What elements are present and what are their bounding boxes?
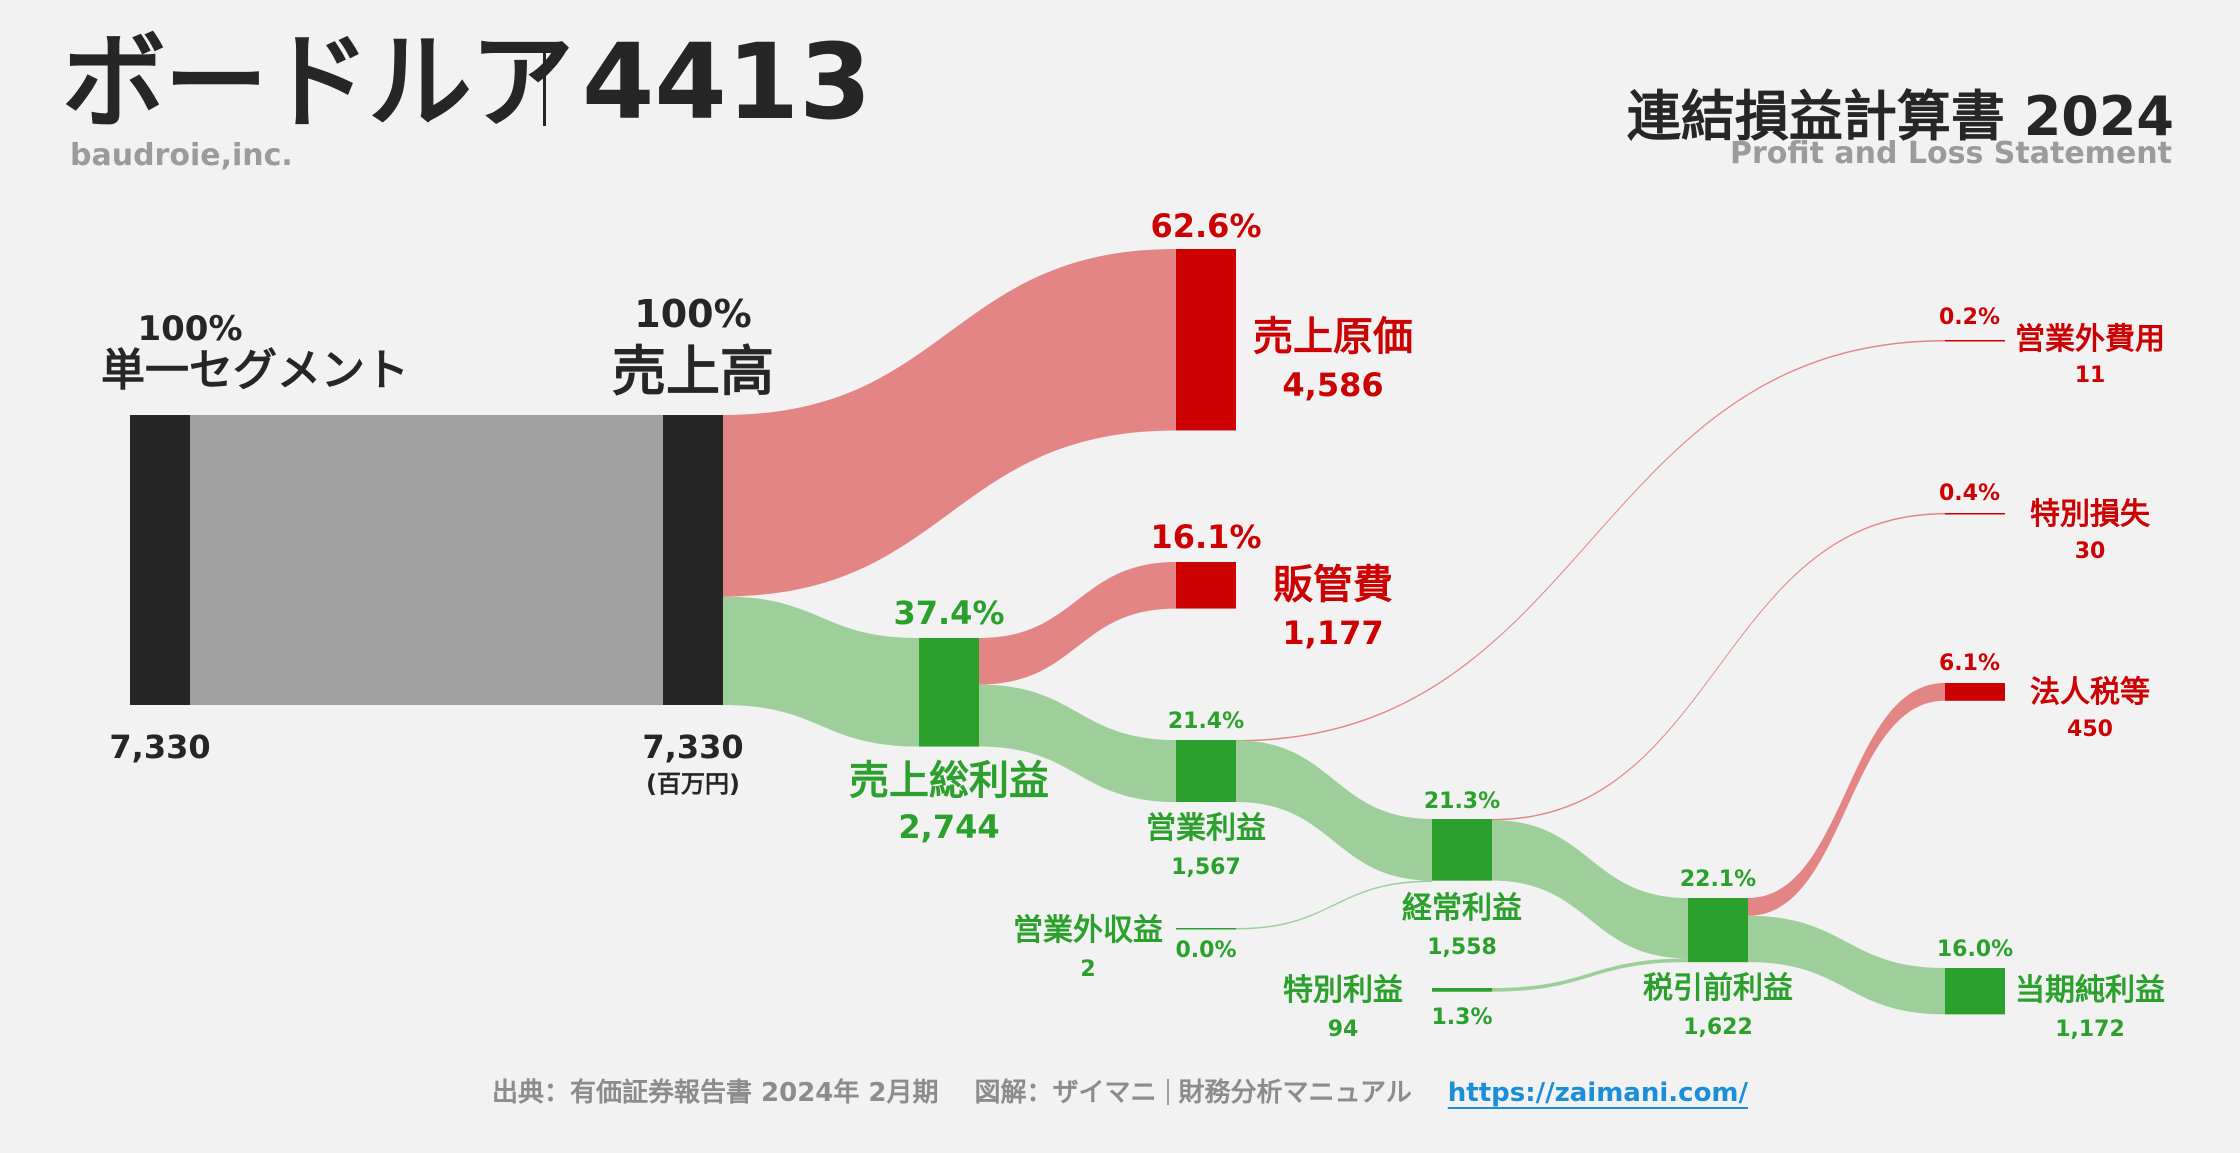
label-sga-pct: 16.1% [1150, 518, 1261, 556]
label-nonop_inc-pct: 0.0% [1175, 938, 1236, 963]
label-nonop_exp-value: 11 [2075, 363, 2106, 388]
label-special_loss-pct: 0.4% [1939, 481, 2000, 506]
node-pretax [1688, 898, 1748, 963]
node-special_loss [1945, 513, 2005, 515]
label-sga-name: 販管費 [1273, 562, 1393, 608]
label-net-value: 1,172 [2055, 1017, 2125, 1042]
flow-gross-operating [979, 684, 1176, 802]
label-tax-pct: 6.1% [1939, 651, 2000, 676]
node-ordinary [1432, 819, 1492, 881]
label-tax-value: 450 [2067, 717, 2113, 742]
flow-ordinary-special_loss [1492, 513, 1945, 821]
node-gross [919, 638, 979, 747]
ticker-code: 4413 [582, 21, 872, 143]
label-ordinary-pct: 21.3% [1424, 789, 1500, 814]
label-sga-value: 1,177 [1282, 614, 1383, 652]
label-nonop_inc-value: 2 [1080, 957, 1095, 982]
label-segment-value: 7,330 [109, 728, 210, 766]
label-net-pct: 16.0% [1937, 937, 2013, 962]
company-name: ボードルア [62, 21, 574, 143]
footer-link[interactable]: https://zaimani.com/ [1447, 1078, 1749, 1108]
flow-revenue-cogs [723, 249, 1176, 597]
node-operating [1176, 740, 1236, 802]
footer-credit: 図解：ザイマニ [974, 1078, 1157, 1108]
sankey-links [190, 249, 1945, 1015]
label-gross-name: 売上総利益 [849, 758, 1049, 804]
node-net [1945, 968, 2005, 1015]
label-cogs-value: 4,586 [1282, 366, 1383, 404]
flow-operating-ordinary [1236, 740, 1432, 881]
flow-gross-sga [979, 562, 1176, 685]
company-english-name: baudroie,inc. [70, 138, 293, 173]
label-tax-name: 法人税等 [2030, 675, 2150, 710]
flow-pretax-tax [1748, 683, 1945, 916]
label-nonop_exp-pct: 0.2% [1939, 305, 2000, 330]
footer-brand: 財務分析マニュアル [1178, 1078, 1412, 1108]
flow-operating-nonop_exp [1236, 340, 1945, 742]
label-special_loss-value: 30 [2075, 539, 2106, 564]
flow-special_gain-pretax [1492, 958, 1688, 992]
label-pretax-value: 1,622 [1683, 1015, 1753, 1040]
node-special_gain [1432, 988, 1492, 992]
flow-revenue-gross [723, 596, 919, 747]
label-operating-value: 1,567 [1171, 855, 1241, 880]
label-special_gain-name: 特別利益 [1283, 973, 1403, 1008]
node-cogs [1176, 249, 1236, 431]
label-revenue-value: 7,330 [642, 728, 743, 766]
label-segment-name: 単一セグメント [101, 345, 409, 396]
footer: 出典：有価証券報告書 2024年 2月期 図解：ザイマニ 財務分析マニュアル http… [0, 1072, 2240, 1109]
label-gross-value: 2,744 [898, 808, 999, 846]
node-revenue [663, 415, 723, 705]
label-special_loss-name: 特別損失 [2030, 497, 2151, 532]
label-nonop_inc-name: 営業外収益 [1013, 913, 1163, 948]
label-operating-pct: 21.4% [1168, 709, 1244, 734]
label-cogs-name: 売上原価 [1253, 314, 1413, 360]
label-nonop_exp-name: 営業外費用 [2015, 322, 2165, 357]
statement-subtitle: Profit and Loss Statement [1729, 136, 2172, 171]
label-special_gain-value: 94 [1328, 1017, 1359, 1042]
label-segment-pct: 100% [137, 309, 242, 349]
label-gross-pct: 37.4% [893, 594, 1004, 632]
label-operating-name: 営業利益 [1146, 811, 1266, 846]
sankey-labels: 100%単一セグメント7,330100%売上高7,33062.6%売上原価4,5… [101, 207, 2165, 1042]
label-pretax-name: 税引前利益 [1643, 971, 1793, 1006]
node-nonop_inc [1176, 928, 1236, 930]
flow-pretax-net [1748, 915, 1945, 1015]
footer-source: 出典：有価証券報告書 2024年 2月期 [491, 1078, 939, 1108]
label-ordinary-name: 経常利益 [1402, 891, 1522, 926]
label-ordinary-value: 1,558 [1427, 935, 1497, 960]
footer-separator [1166, 1079, 1169, 1105]
node-segment [130, 415, 190, 705]
flow-nonop_inc-ordinary [1236, 880, 1432, 930]
label-net-name: 当期純利益 [2015, 973, 2165, 1008]
label-pretax-pct: 22.1% [1680, 867, 1756, 892]
flow-segment-revenue [190, 415, 663, 705]
node-nonop_exp [1945, 340, 2005, 342]
node-tax [1945, 683, 2005, 701]
flow-ordinary-pretax [1492, 820, 1688, 959]
label-revenue-pct: 100% [634, 292, 751, 336]
label-special_gain-pct: 1.3% [1431, 1005, 1492, 1030]
label-cogs-pct: 62.6% [1150, 207, 1261, 245]
label-revenue-name: 売上高 [612, 340, 774, 403]
node-sga [1176, 562, 1236, 609]
unit-label: (百万円) [646, 770, 740, 798]
title-divider [543, 52, 546, 126]
statement-title: 連結損益計算書 2024 [1626, 85, 2174, 148]
sankey-nodes [130, 249, 2005, 1015]
